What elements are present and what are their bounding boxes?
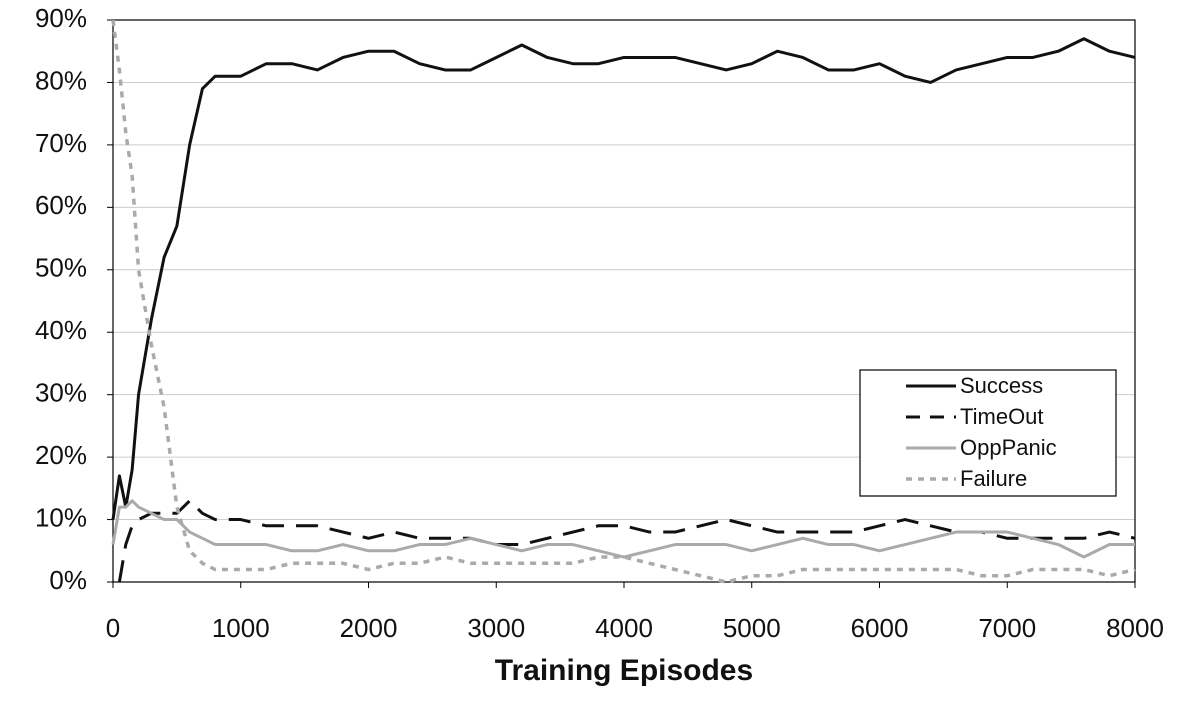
series-line <box>117 499 1136 583</box>
legend-box <box>859 369 1117 497</box>
legend-label: Failure <box>960 466 1027 491</box>
legend-label: Success <box>960 373 1043 398</box>
y-tick-label: 50% <box>35 253 87 283</box>
plot-frame <box>112 19 1136 583</box>
y-tick-label: 0% <box>49 565 87 595</box>
x-tick-label: 2000 <box>340 613 398 643</box>
y-tick-label: 40% <box>35 315 87 345</box>
series-line <box>111 19 1136 584</box>
series-line <box>111 499 1135 559</box>
x-tick-label: 8000 <box>1106 613 1164 643</box>
y-tick-label: 30% <box>35 378 87 408</box>
series-line <box>111 37 1136 520</box>
x-tick-label: 7000 <box>978 613 1036 643</box>
x-tick-label: 3000 <box>467 613 525 643</box>
y-tick-label: 20% <box>35 440 87 470</box>
x-tick-label: 1000 <box>212 613 270 643</box>
legend-label: TimeOut <box>960 404 1044 429</box>
x-axis-title: Training Episodes <box>495 654 753 687</box>
y-tick-label: 60% <box>35 190 87 220</box>
y-tick-label: 10% <box>35 502 87 532</box>
x-tick-label: 5000 <box>723 613 781 643</box>
x-tick-label: 6000 <box>851 613 909 643</box>
legend-label: OppPanic <box>960 435 1057 460</box>
x-tick-label: 0 <box>106 613 120 643</box>
y-tick-label: 90% <box>35 3 87 33</box>
x-tick-label: 4000 <box>595 613 653 643</box>
y-tick-label: 70% <box>35 128 87 158</box>
y-tick-label: 80% <box>35 65 87 95</box>
